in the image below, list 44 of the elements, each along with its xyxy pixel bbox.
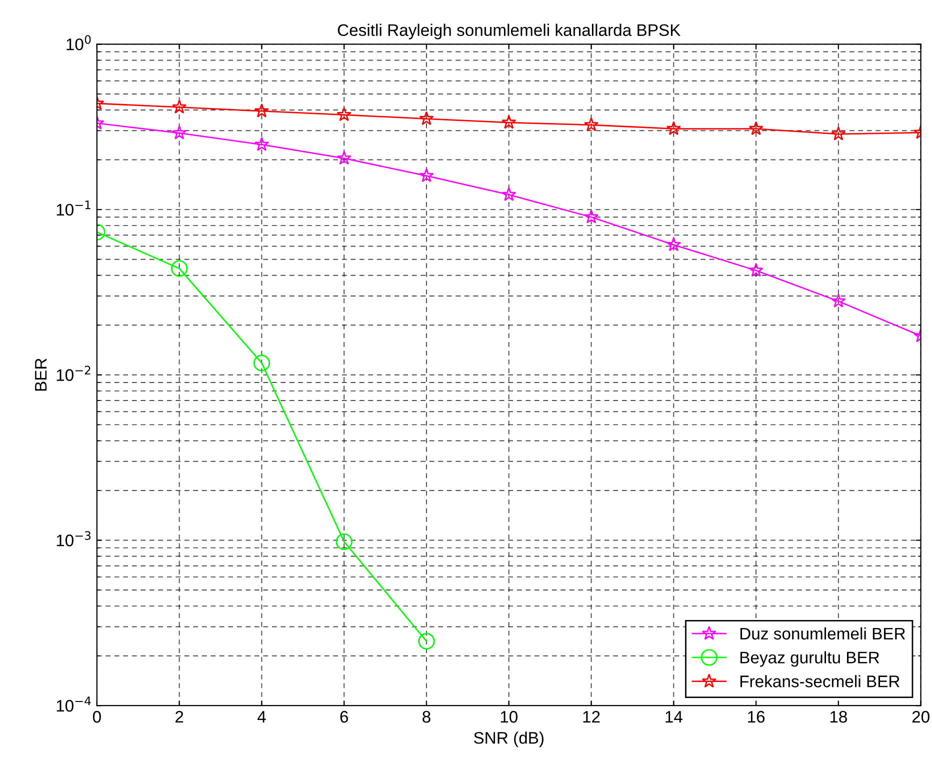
point bbox=[253, 354, 270, 372]
point bbox=[418, 632, 435, 650]
point bbox=[172, 100, 187, 114]
point bbox=[336, 533, 352, 550]
x-tick-label: 16 bbox=[748, 710, 765, 723]
legend-label: Beyaz gurultu BER bbox=[740, 651, 880, 667]
x-tick-label: 18 bbox=[830, 710, 847, 723]
point bbox=[419, 168, 434, 182]
point bbox=[336, 150, 352, 165]
y-tick-label: 10$^{−1}$ bbox=[56, 200, 90, 216]
point bbox=[170, 260, 188, 277]
x-tick-label: 20 bbox=[912, 710, 930, 723]
point bbox=[584, 117, 599, 132]
x-tick-label: 8 bbox=[422, 710, 430, 723]
y-tick-label: 10$^{0}$ bbox=[66, 35, 91, 50]
y-axis-title: BER bbox=[35, 358, 47, 391]
y-tick-label: 10$^{−3}$ bbox=[56, 531, 91, 546]
point bbox=[666, 121, 681, 136]
point bbox=[666, 237, 681, 252]
point bbox=[254, 103, 270, 118]
point bbox=[748, 121, 764, 136]
x-tick-label: 12 bbox=[583, 710, 600, 723]
y-tick-label: 10$^{−4}$ bbox=[56, 696, 91, 712]
x-tick-label: 4 bbox=[257, 711, 266, 723]
point bbox=[502, 187, 516, 201]
x-tick-label: 10 bbox=[500, 710, 518, 723]
point bbox=[502, 114, 516, 129]
legend-label: Frekans-secmeli BER bbox=[740, 675, 900, 688]
x-axis-title: SNR (dB) bbox=[474, 732, 544, 748]
x-tick-label: 6 bbox=[340, 710, 348, 723]
point bbox=[831, 294, 846, 308]
point bbox=[254, 136, 270, 151]
x-tick-label: 2 bbox=[176, 710, 184, 723]
x-tick-label: 0 bbox=[92, 710, 101, 723]
chart-title: Cesitli Rayleigh sonumlemeli kanallarda BPSK bbox=[338, 24, 681, 40]
legend-label: Duz sonumlemeli BER bbox=[740, 627, 906, 640]
y-tick-label: 10$^{−2}$ bbox=[56, 366, 90, 381]
point bbox=[831, 126, 846, 140]
x-tick-label: 14 bbox=[666, 711, 682, 723]
point bbox=[419, 111, 434, 126]
point bbox=[336, 107, 352, 122]
point bbox=[748, 262, 764, 277]
point bbox=[584, 209, 599, 224]
point bbox=[172, 125, 187, 140]
